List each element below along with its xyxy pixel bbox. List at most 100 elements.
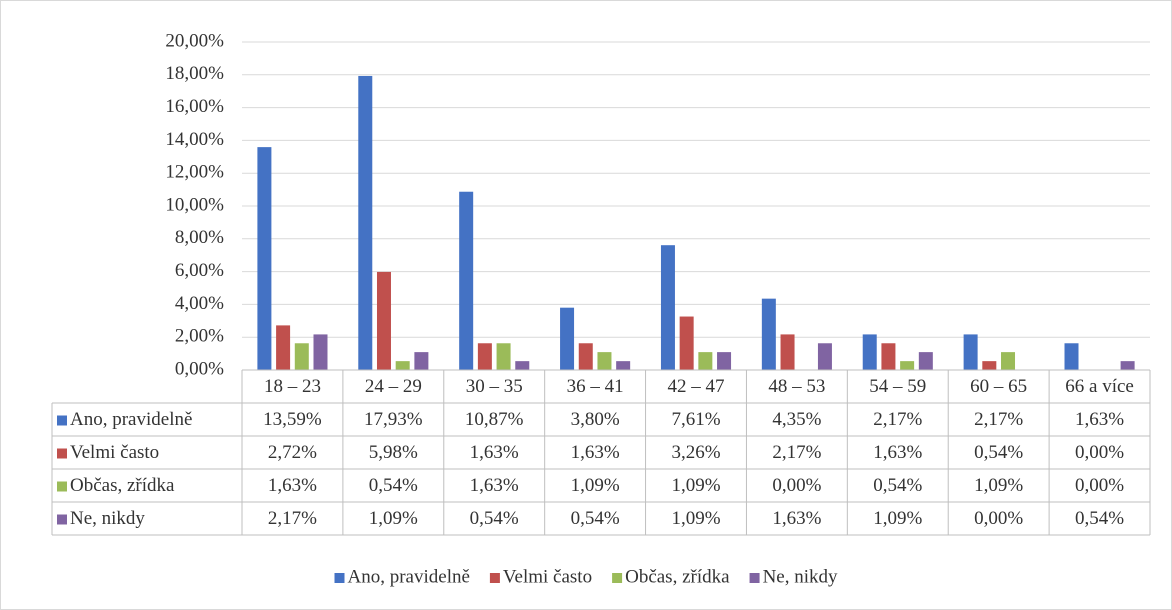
bar	[616, 361, 631, 370]
table-legend-key	[57, 415, 67, 426]
legend-label: Ano, pravidelně	[348, 566, 470, 587]
bar	[717, 352, 732, 370]
y-tick-label: 4,00%	[175, 293, 224, 314]
bar	[560, 307, 575, 370]
table-row-label: Ne, nikdy	[70, 508, 145, 529]
bar	[294, 343, 309, 370]
table-legend-key	[57, 514, 67, 525]
table-cell: 1,09%	[369, 508, 418, 529]
legend-label: Občas, zřídka	[625, 566, 730, 587]
bar	[679, 316, 694, 370]
table-cell: 0,54%	[873, 475, 922, 496]
table-cell: 5,98%	[369, 442, 418, 463]
y-tick-label: 8,00%	[175, 227, 224, 248]
bar	[761, 298, 776, 370]
table-cell: 0,54%	[974, 442, 1023, 463]
bar	[257, 147, 272, 370]
table-cell: 2,17%	[268, 508, 317, 529]
table-cell: 0,00%	[1075, 442, 1124, 463]
table-cell: 2,17%	[772, 442, 821, 463]
table-cell: 0,54%	[1075, 508, 1124, 529]
bar	[395, 361, 410, 370]
legend-key	[334, 573, 345, 583]
table-cell: 7,61%	[671, 409, 720, 430]
y-tick-label: 6,00%	[175, 260, 224, 281]
bar	[515, 361, 530, 370]
legend-label: Velmi často	[503, 566, 592, 587]
table-cell: 2,72%	[268, 442, 317, 463]
bar	[459, 191, 474, 370]
bar	[496, 343, 511, 370]
bar	[477, 343, 492, 370]
y-tick-label: 16,00%	[165, 96, 224, 117]
table-cell: 3,26%	[671, 442, 720, 463]
table-cell: 0,00%	[974, 508, 1023, 529]
bar	[1064, 343, 1079, 370]
bar	[414, 352, 429, 370]
bar	[597, 352, 612, 370]
bar	[660, 245, 675, 370]
table-cell: 1,09%	[671, 508, 720, 529]
table-cell: 4,35%	[772, 409, 821, 430]
y-tick-label: 2,00%	[175, 326, 224, 347]
table-row-label: Občas, zřídka	[70, 475, 175, 496]
table-cell: 17,93%	[364, 409, 423, 430]
y-tick-label: 0,00%	[175, 358, 224, 379]
bar	[780, 334, 795, 370]
bar	[963, 334, 978, 370]
table-cell: 1,63%	[772, 508, 821, 529]
legend-key	[489, 573, 500, 583]
x-tick-label: 60 – 65	[970, 376, 1027, 397]
table-cell: 2,17%	[873, 409, 922, 430]
table-cell: 2,17%	[974, 409, 1023, 430]
table-cell: 1,63%	[571, 442, 620, 463]
x-tick-label: 66 a více	[1065, 376, 1134, 397]
table-cell: 1,09%	[571, 475, 620, 496]
x-tick-label: 36 – 41	[567, 376, 624, 397]
table-cell: 1,09%	[974, 475, 1023, 496]
table-cell: 1,09%	[873, 508, 922, 529]
y-tick-label: 10,00%	[165, 194, 224, 215]
table-legend-key	[57, 481, 67, 492]
table-cell: 0,00%	[772, 475, 821, 496]
x-tick-label: 30 – 35	[466, 376, 523, 397]
bar	[276, 325, 291, 370]
table-cell: 1,63%	[470, 442, 519, 463]
legend-label: Ne, nikdy	[763, 566, 838, 587]
bar	[578, 343, 593, 370]
x-tick-label: 24 – 29	[365, 376, 422, 397]
x-tick-label: 42 – 47	[668, 376, 725, 397]
table-cell: 13,59%	[263, 409, 322, 430]
x-tick-label: 18 – 23	[264, 376, 321, 397]
bar	[982, 361, 997, 370]
bar	[900, 361, 915, 370]
bar	[358, 75, 373, 370]
bar	[881, 343, 896, 370]
table-cell: 1,63%	[1075, 409, 1124, 430]
table-cell: 0,00%	[1075, 475, 1124, 496]
bar	[918, 352, 933, 370]
y-tick-label: 20,00%	[165, 30, 224, 51]
table-cell: 0,54%	[470, 508, 519, 529]
table-cell: 1,09%	[671, 475, 720, 496]
table-legend-key	[57, 448, 67, 459]
table-row-label: Ano, pravidelně	[70, 409, 192, 430]
bar	[862, 334, 877, 370]
x-tick-label: 48 – 53	[768, 376, 825, 397]
table-cell: 1,63%	[268, 475, 317, 496]
bar	[698, 352, 713, 370]
table-cell: 0,54%	[369, 475, 418, 496]
table-row-label: Velmi často	[70, 442, 159, 463]
x-tick-label: 54 – 59	[869, 376, 926, 397]
y-tick-label: 18,00%	[165, 63, 224, 84]
bar	[1120, 361, 1135, 370]
table-cell: 3,80%	[571, 409, 620, 430]
legend-key	[612, 573, 623, 583]
bar	[376, 271, 391, 370]
bar	[313, 334, 328, 370]
legend-key	[749, 573, 760, 583]
table-cell: 1,63%	[470, 475, 519, 496]
table-cell: 1,63%	[873, 442, 922, 463]
